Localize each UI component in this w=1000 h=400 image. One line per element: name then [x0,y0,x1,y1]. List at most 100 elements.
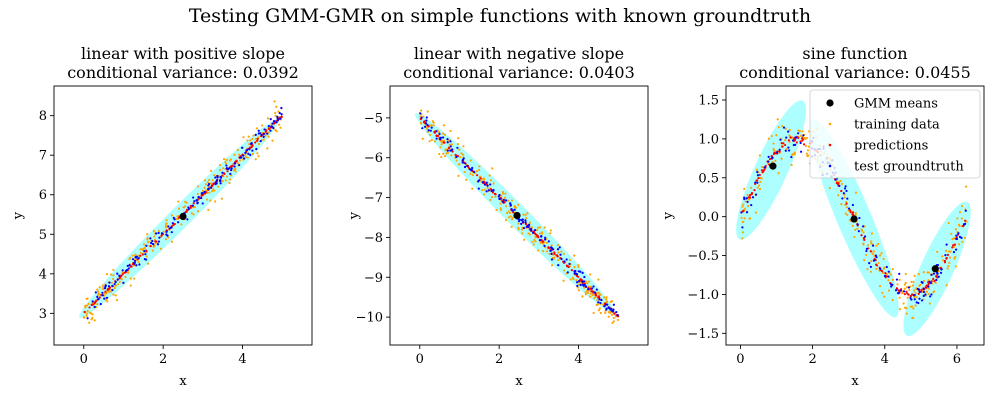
test-groundtruth-point [203,190,206,194]
test-groundtruth-point [219,180,222,183]
test-groundtruth-point [603,305,606,308]
training-data-point [256,152,259,155]
training-data-point [741,237,744,240]
training-data-point [528,233,532,236]
predictions-point [541,240,545,243]
training-data-point [581,295,584,298]
predictions-point [467,166,470,169]
test-groundtruth-point [785,136,788,139]
training-data-point [222,157,226,161]
test-groundtruth-point [511,209,514,212]
training-data-point [196,185,200,188]
test-groundtruth-point [157,240,161,243]
test-groundtruth-point [426,123,429,127]
chart-subtitle: conditional variance: 0.0403 [403,63,635,82]
training-data-point [274,111,277,115]
training-data-point [204,189,207,192]
training-data-point [442,139,446,142]
training-data-point [421,137,424,140]
training-data-point [86,309,89,313]
training-data-point [441,139,444,142]
training-data-point [758,187,762,191]
predictions-point [755,179,758,182]
test-groundtruth-point [869,265,873,268]
test-groundtruth-point [249,153,252,156]
training-data-point [429,133,432,137]
training-data-point [912,307,915,310]
test-groundtruth-point [118,274,121,277]
training-data-point [422,115,425,118]
training-data-point [112,274,115,277]
training-data-point [798,129,801,133]
training-data-point [878,285,882,288]
test-groundtruth-point [930,273,933,276]
training-data-point [96,288,99,291]
y-tick-label: 6 [39,188,47,203]
predictions-point [254,141,257,144]
test-groundtruth-point [186,218,189,221]
training-data-point [275,105,278,108]
test-groundtruth-point [940,268,943,271]
test-groundtruth-point [439,137,442,141]
training-data-point [442,152,445,155]
predictions-point [748,194,752,197]
test-groundtruth-point [955,234,958,237]
predictions-point [264,130,268,133]
training-data-point [134,254,137,257]
test-groundtruth-point [121,269,124,272]
training-data-point [956,217,959,220]
training-data-point [557,251,560,254]
training-data-point [912,316,915,320]
training-data-point [610,300,614,303]
test-groundtruth-point [225,167,228,170]
predictions-point [249,146,252,149]
test-groundtruth-point [254,133,257,136]
training-data-point [906,296,909,299]
test-groundtruth-point [528,223,531,226]
training-data-point [961,240,964,243]
test-groundtruth-point [127,267,130,270]
training-data-point [605,296,608,299]
training-data-point [885,273,888,276]
predictions-point [512,211,515,214]
training-data-point [106,300,109,303]
test-groundtruth-point [446,149,449,152]
training-data-point [208,178,211,182]
test-groundtruth-point [593,291,597,294]
training-data-point [563,269,566,272]
test-groundtruth-point [138,263,141,266]
predictions-point [251,144,254,147]
predictions-point [742,209,745,212]
training-data-point [488,174,491,177]
predictions-point [235,159,238,162]
test-groundtruth-point [456,146,459,149]
test-groundtruth-point [845,189,848,193]
test-groundtruth-point [576,284,579,287]
test-groundtruth-point [534,228,537,232]
test-groundtruth-point [449,145,452,148]
training-data-point [788,128,791,132]
predictions-point [943,261,947,264]
x-tick-label: 0 [80,352,88,367]
test-groundtruth-point [108,281,111,284]
training-data-point [490,196,494,199]
training-data-point [902,302,905,305]
training-data-point [767,137,771,140]
y-axis-label: y [661,211,676,220]
y-tick-label: 0.5 [698,171,719,186]
training-data-point [504,192,507,195]
test-groundtruth-point [502,200,505,204]
training-data-point [510,199,514,202]
predictions-point [548,247,551,250]
test-groundtruth-point [600,298,603,302]
training-data-point [426,110,429,113]
training-data-point [212,188,215,191]
test-groundtruth-point [592,285,595,288]
predictions-point [256,137,259,140]
test-groundtruth-point [945,243,948,246]
y-tick-label: 8 [39,109,47,124]
test-groundtruth-point [272,126,275,130]
predictions-point [933,280,936,283]
predictions-point [107,288,110,291]
test-groundtruth-point [797,132,800,135]
